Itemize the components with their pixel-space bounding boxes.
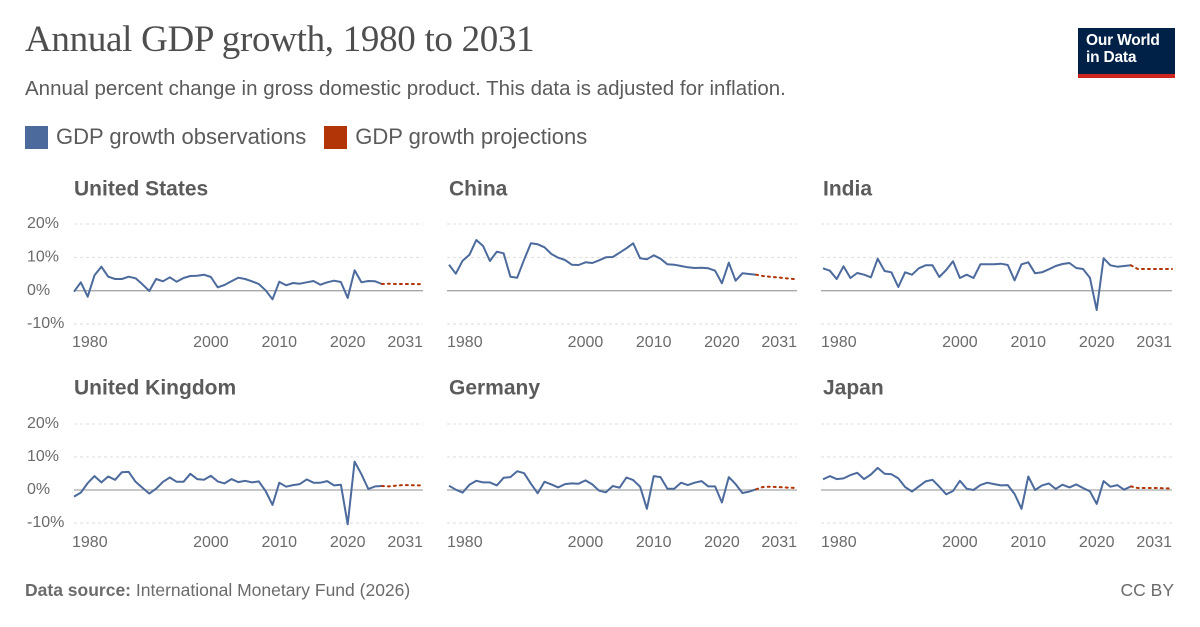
x-tick-label: 1980	[72, 334, 108, 351]
x-tick-label: 2031	[387, 534, 423, 551]
series-line-observations-united-states	[73, 265, 383, 301]
panel-united-states: United States 20% 10% 0% -10% 1980 2000 2010 202…	[27, 178, 424, 351]
x-tick-label: 2020	[330, 334, 366, 351]
x-tick-label: 2010	[261, 334, 297, 351]
series-line-observations-china	[448, 239, 757, 285]
series-line-projections-india	[1129, 264, 1173, 270]
x-tick-label: 2031	[387, 334, 423, 351]
legend-item-projections[interactable]: GDP growth projections	[324, 124, 587, 150]
x-tick-label: 1980	[821, 534, 857, 551]
x-tick-label: 2000	[942, 334, 978, 351]
x-tick-label: 2000	[568, 334, 604, 351]
x-tick-label: 2020	[704, 534, 740, 551]
y-tick-label: 0%	[27, 282, 50, 299]
x-tick-label: 1980	[821, 334, 857, 351]
series-line-observations-india	[822, 257, 1132, 311]
x-tick-label: 2031	[1136, 334, 1172, 351]
x-tick-label: 2031	[761, 534, 797, 551]
x-tick-label: 2000	[568, 534, 604, 551]
panel-title-china: China	[449, 178, 508, 201]
legend-label-projections: GDP growth projections	[355, 124, 588, 149]
y-tick-label: 20%	[27, 215, 59, 232]
panel-title-germany: Germany	[449, 377, 540, 400]
x-tick-label: 2010	[261, 534, 297, 551]
x-tick-label: 1980	[72, 534, 108, 551]
x-tick-label: 2010	[636, 534, 672, 551]
series-line-projections-japan	[1129, 485, 1173, 490]
panel-title-united-states: United States	[74, 178, 208, 201]
legend-item-observations[interactable]: GDP growth observations	[25, 124, 306, 150]
series-line-observations-united-kingdom	[73, 460, 382, 526]
x-tick-label: 2000	[193, 334, 229, 351]
legend: GDP growth observations GDP growth proje…	[25, 124, 605, 150]
panel-title-india: India	[823, 178, 872, 201]
panel-japan: Japan 1980 2000 2010 2020 2031	[821, 377, 1173, 551]
y-tick-label: -10%	[27, 514, 64, 531]
page-title: Annual GDP growth, 1980 to 2031	[25, 19, 535, 60]
x-tick-label: 2010	[636, 334, 672, 351]
panel-india: India 1980 2000 2010 2020 2031	[821, 178, 1173, 351]
series-line-projections-united-states	[380, 282, 424, 286]
x-tick-label: 2000	[942, 534, 978, 551]
data-source: Data source: International Monetary Fund…	[25, 580, 410, 601]
page-subtitle: Annual percent change in gross domestic …	[25, 77, 786, 100]
logo-line-2: in Data	[1086, 49, 1137, 66]
series-line-projections-germany	[755, 485, 798, 491]
logo-line-1: Our World	[1086, 32, 1160, 49]
legend-swatch-projections	[324, 125, 348, 149]
panel-china: China 1980 2000 2010 2020 2031	[447, 178, 798, 351]
series-line-observations-japan	[822, 466, 1132, 510]
x-tick-label: 2031	[761, 334, 797, 351]
x-tick-label: 2010	[1010, 334, 1046, 351]
x-tick-label: 2031	[1136, 534, 1172, 551]
x-tick-label: 2020	[330, 534, 366, 551]
panel-united-kingdom: United Kingdom 20% 10% 0% -10% 1980 2000 2010 20…	[27, 377, 424, 551]
x-tick-label: 1980	[447, 334, 483, 351]
y-tick-label: 10%	[27, 448, 59, 465]
panel-germany: Germany 1980 2000 2010 2020 2031	[447, 377, 798, 551]
y-tick-label: 20%	[27, 415, 59, 432]
panel-title-japan: Japan	[823, 377, 884, 400]
x-tick-label: 2010	[1010, 534, 1046, 551]
x-tick-label: 1980	[447, 534, 483, 551]
y-tick-label: -10%	[27, 315, 64, 332]
legend-label-observations: GDP growth observations	[56, 124, 307, 149]
data-source-text[interactable]: International Monetary Fund (2026)	[135, 580, 411, 600]
x-tick-label: 2020	[1079, 534, 1115, 551]
panel-title-united-kingdom: United Kingdom	[74, 377, 236, 400]
x-tick-label: 2020	[1079, 334, 1115, 351]
data-source-label: Data source:	[25, 580, 132, 600]
y-tick-label: 0%	[27, 481, 50, 498]
x-tick-label: 2000	[193, 534, 229, 551]
x-tick-label: 2020	[704, 334, 740, 351]
y-tick-label: 10%	[27, 249, 59, 266]
series-line-observations-germany	[448, 470, 757, 510]
series-line-projections-united-kingdom	[380, 484, 424, 488]
legend-swatch-observations	[25, 125, 48, 149]
owid-logo[interactable]: Our World in Data	[1078, 28, 1175, 78]
license-link[interactable]: CC BY	[1120, 580, 1174, 600]
series-line-projections-china	[755, 273, 798, 281]
